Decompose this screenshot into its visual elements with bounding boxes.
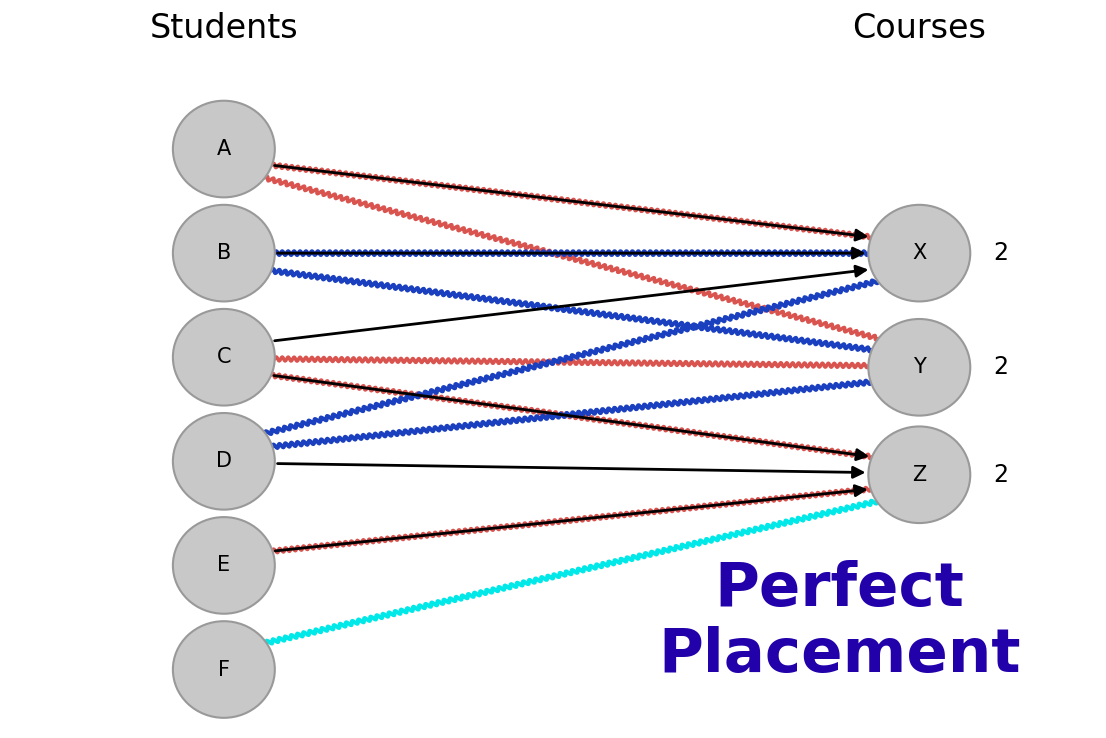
Ellipse shape [868,427,970,523]
Text: 2: 2 [993,355,1009,379]
Ellipse shape [173,517,274,614]
Ellipse shape [173,100,274,197]
Ellipse shape [173,413,274,510]
Text: X: X [912,243,927,263]
Ellipse shape [868,205,970,301]
Text: Z: Z [912,465,927,485]
Text: Courses: Courses [853,12,987,45]
Ellipse shape [173,205,274,301]
Text: 2: 2 [993,463,1009,487]
Ellipse shape [868,319,970,415]
Text: Y: Y [912,357,926,377]
Text: B: B [217,243,231,263]
Text: D: D [216,452,232,472]
Text: Students: Students [149,12,299,45]
Text: E: E [217,556,230,576]
Text: 2: 2 [993,241,1009,265]
Ellipse shape [173,309,274,406]
Text: F: F [218,660,230,680]
Text: Perfect
Placement: Perfect Placement [658,560,1021,685]
Text: C: C [217,347,231,368]
Ellipse shape [173,621,274,718]
Text: A: A [217,139,231,159]
